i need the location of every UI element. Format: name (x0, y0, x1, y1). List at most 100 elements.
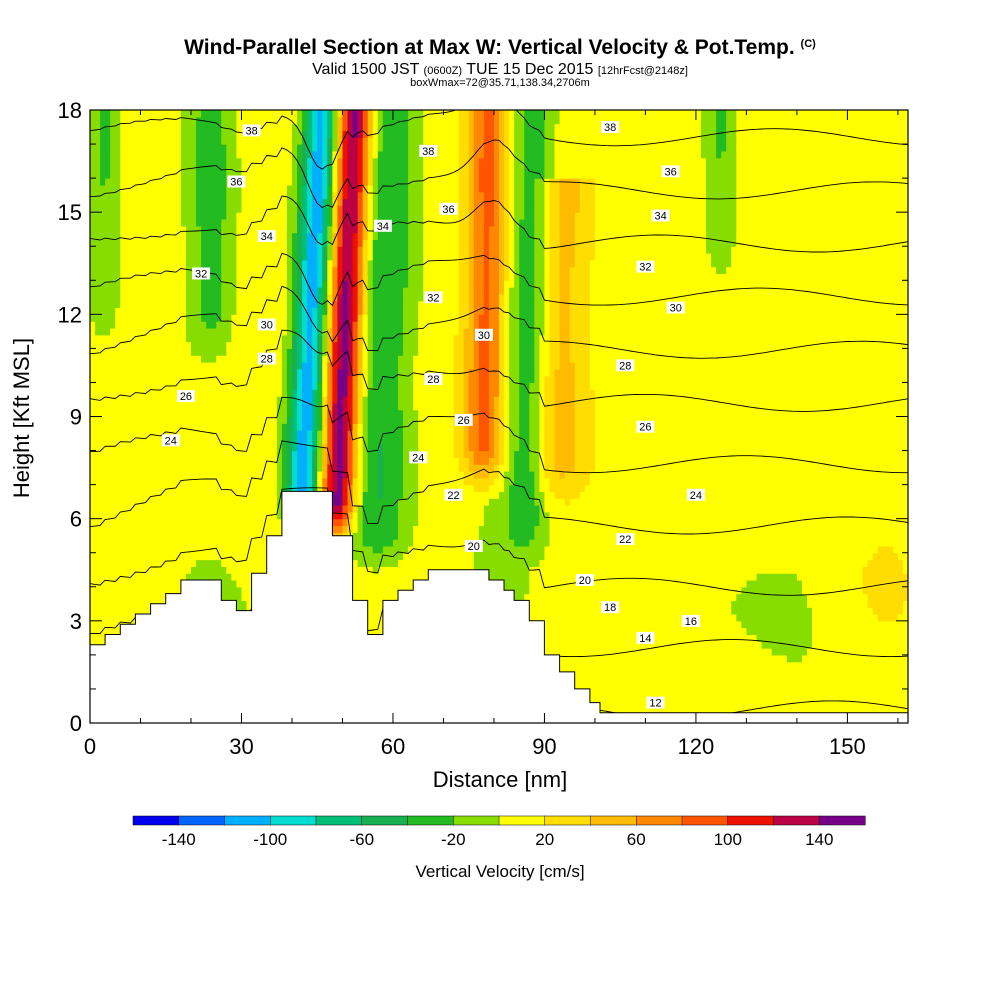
velocity-cell (201, 218, 207, 227)
velocity-cell (110, 532, 116, 540)
velocity-cell (337, 164, 344, 172)
velocity-cell (266, 389, 273, 397)
velocity-cell (100, 157, 106, 166)
velocity-cell (271, 150, 278, 159)
velocity-cell (211, 532, 217, 540)
velocity-cell (251, 443, 258, 452)
velocity-cell (226, 566, 232, 574)
velocity-cell (201, 368, 207, 377)
velocity-cell (145, 545, 152, 554)
velocity-cell (221, 402, 227, 411)
velocity-cell (196, 484, 202, 493)
velocity-cell (145, 191, 152, 200)
velocity-cell (261, 559, 268, 567)
velocity-cell (140, 579, 147, 588)
velocity-cell (327, 287, 333, 295)
velocity-cell (226, 137, 232, 145)
velocity-cell (357, 416, 364, 424)
velocity-cell (261, 552, 268, 561)
velocity-cell (281, 430, 288, 438)
velocity-cell (322, 355, 328, 363)
velocity-cell (155, 396, 162, 404)
velocity-cell (261, 389, 268, 397)
velocity-cell (160, 573, 167, 581)
velocity-cell (271, 409, 278, 418)
velocity-cell (226, 293, 232, 302)
velocity-cell (125, 402, 131, 411)
velocity-cell (226, 327, 232, 336)
velocity-cell (206, 389, 212, 397)
velocity-cell (312, 423, 318, 431)
velocity-cell (160, 212, 167, 220)
velocity-cell (201, 430, 207, 438)
velocity-cell (115, 321, 121, 329)
velocity-cell (342, 171, 349, 179)
velocity-cell (115, 477, 121, 486)
velocity-cell (337, 293, 344, 302)
velocity-cell (105, 396, 111, 404)
velocity-cell (170, 300, 177, 309)
velocity-cell (110, 545, 116, 554)
velocity-cell (347, 457, 354, 465)
velocity-cell (281, 198, 288, 206)
velocity-cell (256, 484, 263, 493)
velocity-cell (226, 157, 232, 166)
velocity-cell (140, 341, 147, 349)
velocity-cell (357, 375, 364, 384)
velocity-cell (160, 532, 167, 540)
velocity-cell (206, 334, 212, 343)
velocity-cell (90, 253, 96, 261)
velocity-cell (190, 157, 197, 166)
velocity-cell (357, 191, 364, 200)
velocity-cell (216, 491, 222, 499)
velocity-cell (175, 348, 182, 356)
velocity-cell (211, 314, 217, 322)
velocity-cell (347, 266, 354, 275)
velocity-cell (216, 532, 222, 540)
velocity-cell (110, 539, 116, 547)
velocity-cell (185, 246, 192, 254)
velocity-cell (165, 307, 172, 315)
velocity-cell (291, 280, 298, 288)
velocity-cell (266, 253, 273, 261)
velocity-cell (165, 334, 172, 343)
velocity-cell (367, 484, 374, 493)
velocity-cell (150, 225, 157, 234)
velocity-cell (196, 552, 202, 561)
velocity-cell (221, 518, 227, 527)
velocity-cell (211, 573, 217, 581)
velocity-cell (115, 307, 121, 315)
velocity-cell (155, 307, 162, 315)
velocity-cell (175, 225, 182, 234)
velocity-cell (175, 484, 182, 493)
velocity-cell (175, 198, 182, 206)
velocity-cell (206, 246, 212, 254)
velocity-cell (302, 184, 308, 193)
velocity-cell (125, 253, 131, 261)
velocity-cell (180, 212, 187, 220)
velocity-cell (352, 205, 359, 213)
velocity-cell (95, 341, 101, 349)
velocity-cell (357, 225, 364, 234)
velocity-cell (251, 409, 258, 418)
velocity-cell (201, 259, 207, 268)
velocity-cell (337, 389, 344, 397)
velocity-cell (135, 586, 142, 595)
velocity-cell (231, 130, 238, 138)
velocity-cell (196, 327, 202, 336)
velocity-cell (135, 464, 142, 472)
velocity-cell (135, 409, 142, 418)
velocity-cell (281, 293, 288, 302)
velocity-cell (281, 150, 288, 159)
velocity-cell (241, 600, 248, 608)
velocity-cell (342, 144, 349, 152)
velocity-cell (206, 259, 212, 268)
velocity-cell (241, 307, 248, 315)
velocity-cell (251, 511, 258, 520)
velocity-cell (105, 457, 111, 465)
velocity-cell (241, 259, 248, 268)
velocity-cell (342, 110, 349, 118)
velocity-cell (347, 253, 354, 261)
velocity-cell (357, 280, 364, 288)
velocity-cell (307, 259, 313, 268)
